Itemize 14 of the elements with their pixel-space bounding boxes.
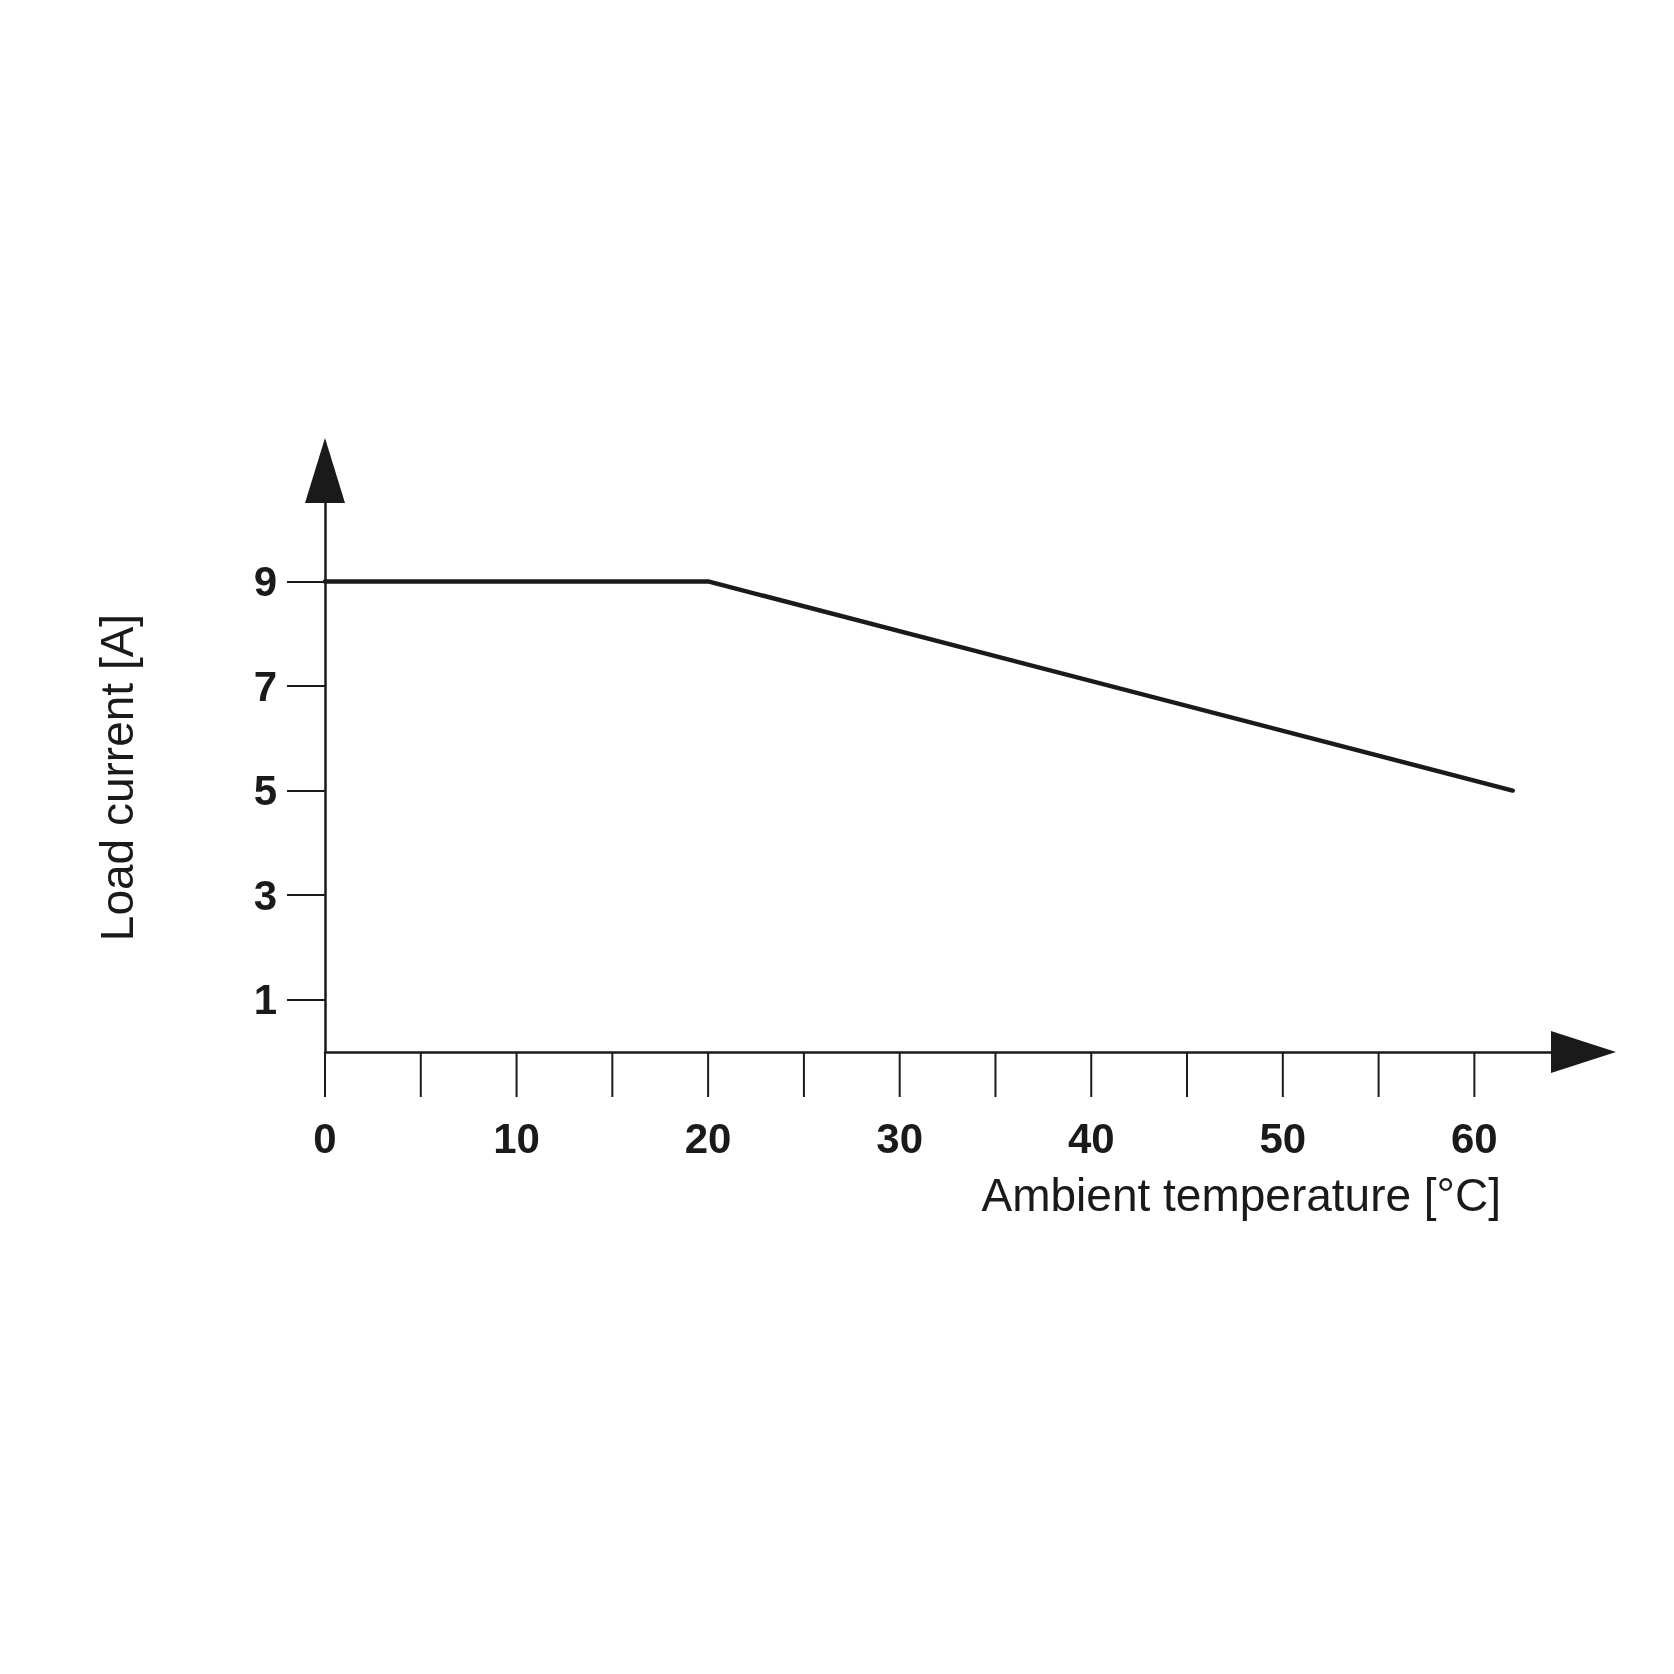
y-tick-label: 1 (253, 976, 277, 1024)
x-tick-label: 50 (1259, 1114, 1307, 1162)
x-tick-label: 10 (493, 1114, 540, 1162)
x-tick-label: 40 (1067, 1114, 1115, 1162)
x-tick-label: 0 (313, 1114, 337, 1162)
x-tick-label: 20 (684, 1114, 732, 1162)
y-tick-label: 5 (253, 767, 277, 815)
x-tick-label: 60 (1451, 1114, 1498, 1162)
x-tick-label: 30 (876, 1114, 924, 1162)
x-axis-title: Ambient temperature [°C] (981, 1169, 1501, 1221)
y-tick-label: 7 (253, 662, 277, 710)
y-axis-title: Load current [A] (91, 613, 143, 942)
y-tick-label: 3 (253, 871, 277, 919)
y-tick-label: 9 (253, 557, 277, 605)
